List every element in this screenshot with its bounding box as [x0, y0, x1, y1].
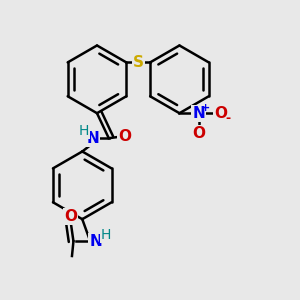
Text: S: S	[133, 55, 144, 70]
Text: O: O	[192, 126, 205, 141]
Text: N: N	[89, 234, 102, 249]
Text: -: -	[225, 112, 230, 125]
Text: O: O	[64, 209, 77, 224]
Text: N: N	[192, 106, 205, 121]
Text: O: O	[214, 106, 227, 121]
Text: H: H	[79, 124, 89, 138]
Text: O: O	[118, 129, 131, 144]
Text: N: N	[86, 131, 99, 146]
Text: +: +	[200, 103, 210, 113]
Text: H: H	[100, 228, 111, 242]
